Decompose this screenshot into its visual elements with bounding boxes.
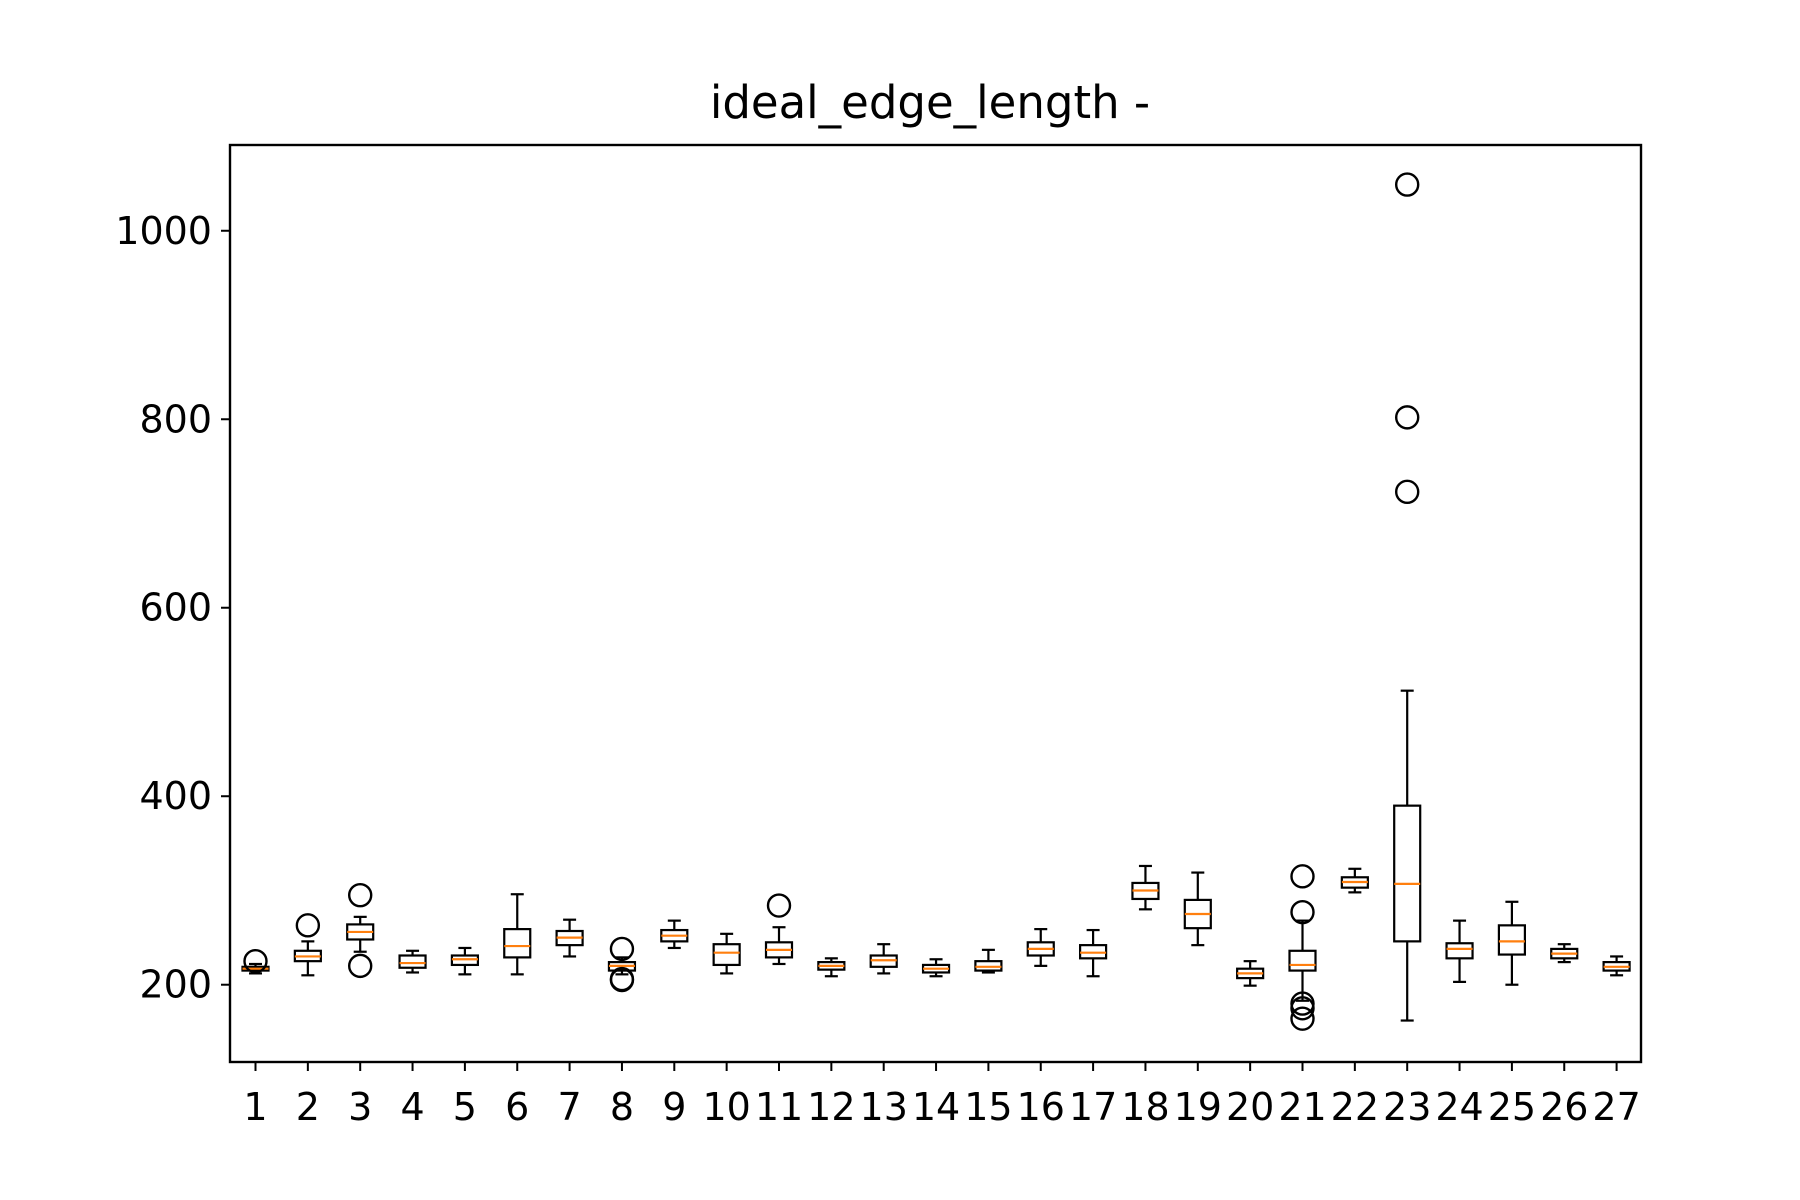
box-group-8 xyxy=(607,936,637,993)
box xyxy=(1288,949,1317,972)
box-group-18 xyxy=(1131,864,1160,911)
box-group-2 xyxy=(293,913,322,977)
outlier-point xyxy=(609,936,635,962)
x-tick-label: 13 xyxy=(860,1085,908,1129)
box-group-21 xyxy=(1288,864,1317,1031)
box-group-9 xyxy=(660,919,689,950)
outlier-point xyxy=(295,913,321,938)
x-tick-label: 25 xyxy=(1488,1085,1536,1129)
x-tick-label: 9 xyxy=(662,1085,686,1129)
x-tick-label: 10 xyxy=(702,1085,750,1129)
box-group-25 xyxy=(1497,900,1527,986)
x-tick-label: 11 xyxy=(755,1085,803,1129)
box xyxy=(1393,804,1422,943)
box-group-1 xyxy=(241,948,270,975)
outlier-point xyxy=(766,893,792,918)
x-tick-label: 27 xyxy=(1592,1085,1640,1129)
box xyxy=(1497,924,1527,956)
box-group-13 xyxy=(869,943,898,975)
box xyxy=(398,954,427,969)
x-tick-label: 26 xyxy=(1540,1085,1588,1129)
x-tick-label: 17 xyxy=(1069,1085,1117,1129)
y-tick-label: 200 xyxy=(139,963,212,1007)
x-tick-label: 16 xyxy=(1017,1085,1065,1129)
x-tick-label: 1 xyxy=(243,1085,267,1129)
y-axis: 200 400 600 800 1000 xyxy=(115,209,230,1007)
x-tick-label: 23 xyxy=(1383,1085,1431,1129)
plot-area xyxy=(241,172,1631,1031)
outlier-point xyxy=(243,948,268,974)
box-group-23 xyxy=(1393,172,1422,1022)
x-tick-label: 3 xyxy=(348,1085,372,1129)
x-axis: 1 2 3 4 5 6 7 8 9 10 11 12 13 14 15 16 17 18 19 20 21 22 23 24 2… xyxy=(243,1062,1641,1129)
box-group-24 xyxy=(1445,919,1474,983)
box xyxy=(1445,942,1474,960)
box-group-7 xyxy=(555,918,584,958)
outlier-point xyxy=(1394,479,1420,505)
x-tick-label: 24 xyxy=(1435,1085,1483,1129)
y-tick-label: 600 xyxy=(139,586,212,630)
y-tick-label: 800 xyxy=(139,397,212,441)
axes-frame xyxy=(228,143,1643,1064)
y-tick-label: 1000 xyxy=(115,209,212,253)
outlier-point xyxy=(609,967,635,993)
box-group-10 xyxy=(712,932,741,975)
x-tick-label: 20 xyxy=(1226,1085,1274,1129)
x-tick-label: 18 xyxy=(1121,1085,1169,1129)
x-tick-label: 22 xyxy=(1331,1085,1379,1129)
box-group-16 xyxy=(1026,928,1055,967)
box xyxy=(712,943,741,967)
box-group-27 xyxy=(1602,955,1631,977)
x-tick-label: 6 xyxy=(505,1085,529,1129)
box-group-5 xyxy=(450,946,479,976)
outlier-point xyxy=(1290,864,1315,889)
box-group-17 xyxy=(1078,928,1108,978)
x-tick-label: 7 xyxy=(558,1085,582,1129)
outlier-point xyxy=(1290,899,1315,925)
x-tick-label: 12 xyxy=(807,1085,855,1129)
x-tick-label: 14 xyxy=(912,1085,960,1129)
x-tick-label: 21 xyxy=(1278,1085,1326,1129)
box-group-4 xyxy=(398,949,427,974)
box-group-15 xyxy=(974,948,1003,974)
outlier-point xyxy=(1394,405,1420,430)
box-group-6 xyxy=(503,893,532,976)
y-tick-label: 400 xyxy=(139,774,212,818)
outlier-point xyxy=(348,882,373,908)
box-group-22 xyxy=(1340,867,1369,894)
box-group-12 xyxy=(817,957,846,978)
x-tick-label: 19 xyxy=(1174,1085,1222,1129)
x-tick-label: 2 xyxy=(296,1085,320,1129)
outlier-point xyxy=(1394,172,1420,197)
outlier-point xyxy=(348,953,373,979)
box-group-14 xyxy=(921,958,951,978)
x-tick-label: 5 xyxy=(453,1085,477,1129)
x-tick-label: 15 xyxy=(964,1085,1012,1129)
chart-title: ideal_edge_length - xyxy=(710,76,1150,129)
box-group-3 xyxy=(346,882,375,979)
box xyxy=(503,928,532,959)
outlier-point xyxy=(1290,1006,1315,1031)
box-group-26 xyxy=(1550,943,1579,964)
box-group-19 xyxy=(1183,871,1212,947)
box-group-11 xyxy=(764,893,794,966)
x-tick-label: 8 xyxy=(610,1085,634,1129)
box-group-20 xyxy=(1236,960,1265,987)
outlier-point xyxy=(1290,996,1315,1021)
x-tick-label: 4 xyxy=(400,1085,424,1129)
